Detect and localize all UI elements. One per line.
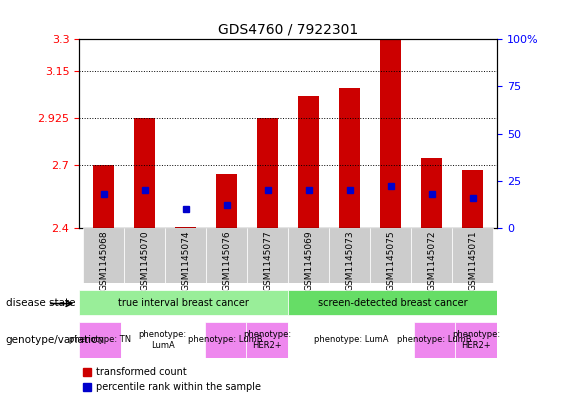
FancyBboxPatch shape bbox=[205, 322, 246, 358]
FancyBboxPatch shape bbox=[411, 228, 452, 283]
Text: GSM1145072: GSM1145072 bbox=[427, 231, 436, 291]
Text: phenotype:
HER2+: phenotype: HER2+ bbox=[452, 330, 501, 350]
Text: phenotype:
HER2+: phenotype: HER2+ bbox=[243, 330, 292, 350]
Bar bbox=[216, 174, 237, 228]
FancyBboxPatch shape bbox=[288, 290, 497, 315]
Bar bbox=[340, 88, 360, 228]
Text: GSM1145073: GSM1145073 bbox=[345, 231, 354, 291]
FancyBboxPatch shape bbox=[452, 228, 493, 283]
Text: true interval breast cancer: true interval breast cancer bbox=[118, 298, 249, 308]
Text: GSM1145071: GSM1145071 bbox=[468, 231, 477, 291]
Text: phenotype: LumB: phenotype: LumB bbox=[397, 336, 472, 344]
FancyBboxPatch shape bbox=[288, 322, 414, 358]
Text: phenotype:
LumA: phenotype: LumA bbox=[138, 330, 187, 350]
Text: GSM1145077: GSM1145077 bbox=[263, 231, 272, 291]
FancyBboxPatch shape bbox=[288, 228, 329, 283]
Text: GSM1145070: GSM1145070 bbox=[140, 231, 149, 291]
FancyBboxPatch shape bbox=[121, 322, 205, 358]
Text: phenotype: LumA: phenotype: LumA bbox=[314, 336, 388, 344]
Text: phenotype: LumB: phenotype: LumB bbox=[188, 336, 263, 344]
Text: phenotype: TN: phenotype: TN bbox=[69, 336, 131, 344]
Bar bbox=[298, 96, 319, 228]
FancyBboxPatch shape bbox=[414, 322, 455, 358]
Text: genotype/variation: genotype/variation bbox=[6, 335, 105, 345]
FancyBboxPatch shape bbox=[79, 290, 288, 315]
FancyBboxPatch shape bbox=[83, 228, 124, 283]
Bar bbox=[175, 227, 196, 228]
FancyBboxPatch shape bbox=[247, 228, 288, 283]
FancyBboxPatch shape bbox=[206, 228, 247, 283]
Bar bbox=[462, 170, 483, 228]
Text: GSM1145068: GSM1145068 bbox=[99, 231, 108, 291]
FancyBboxPatch shape bbox=[165, 228, 206, 283]
FancyBboxPatch shape bbox=[455, 322, 497, 358]
Text: screen-detected breast cancer: screen-detected breast cancer bbox=[318, 298, 467, 308]
Text: GSM1145069: GSM1145069 bbox=[304, 231, 313, 291]
Text: GSM1145076: GSM1145076 bbox=[222, 231, 231, 291]
Text: GSM1145075: GSM1145075 bbox=[386, 231, 395, 291]
FancyBboxPatch shape bbox=[79, 322, 121, 358]
Text: GSM1145074: GSM1145074 bbox=[181, 231, 190, 291]
Bar bbox=[258, 118, 278, 228]
Bar bbox=[93, 165, 114, 228]
FancyBboxPatch shape bbox=[124, 228, 165, 283]
Bar bbox=[380, 40, 401, 228]
Bar bbox=[421, 158, 442, 228]
FancyBboxPatch shape bbox=[329, 228, 370, 283]
Title: GDS4760 / 7922301: GDS4760 / 7922301 bbox=[218, 23, 358, 37]
Bar bbox=[134, 118, 155, 228]
Text: transformed count: transformed count bbox=[96, 367, 186, 377]
FancyBboxPatch shape bbox=[246, 322, 288, 358]
Text: disease state: disease state bbox=[6, 298, 75, 309]
Text: percentile rank within the sample: percentile rank within the sample bbox=[96, 382, 261, 392]
FancyBboxPatch shape bbox=[370, 228, 411, 283]
